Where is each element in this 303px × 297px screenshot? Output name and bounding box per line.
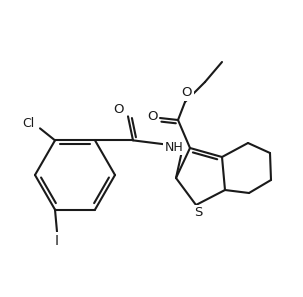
- Text: O: O: [182, 86, 192, 99]
- Text: S: S: [194, 206, 202, 219]
- Text: O: O: [147, 110, 157, 122]
- Text: NH: NH: [165, 141, 183, 154]
- Text: O: O: [114, 103, 124, 116]
- Text: Cl: Cl: [22, 117, 34, 130]
- Text: I: I: [55, 234, 59, 248]
